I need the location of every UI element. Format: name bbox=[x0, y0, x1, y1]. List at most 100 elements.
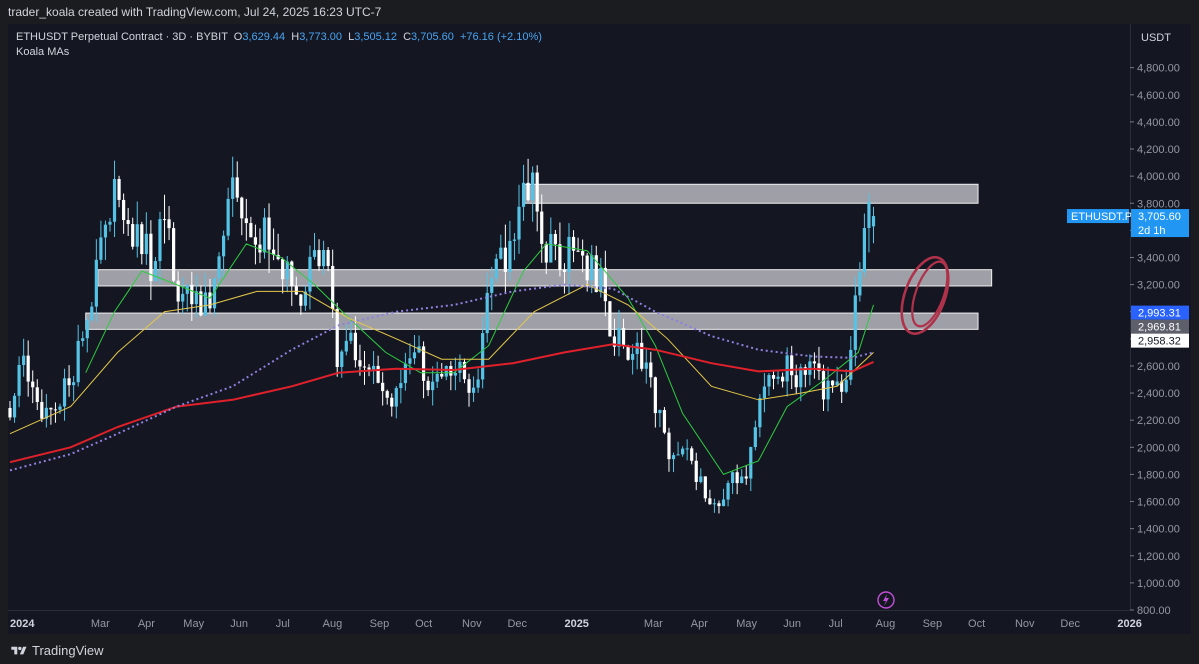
candle[interactable] bbox=[558, 222, 562, 277]
candle[interactable] bbox=[176, 271, 180, 313]
annotation-circle[interactable] bbox=[893, 251, 958, 340]
candle[interactable] bbox=[830, 380, 835, 393]
candle[interactable] bbox=[817, 346, 821, 381]
candle[interactable] bbox=[94, 239, 98, 323]
candle[interactable] bbox=[576, 237, 580, 253]
candle[interactable] bbox=[790, 345, 794, 390]
symbol-tag[interactable]: ETHUSDT.P bbox=[1071, 211, 1132, 223]
candle[interactable] bbox=[312, 233, 317, 260]
candle[interactable] bbox=[744, 464, 748, 485]
candle[interactable] bbox=[362, 350, 367, 385]
candle[interactable] bbox=[17, 356, 21, 408]
zone-rect-0[interactable] bbox=[523, 183, 979, 204]
candle[interactable] bbox=[712, 498, 717, 513]
lightning-icon-ring[interactable] bbox=[877, 591, 895, 609]
candle[interactable] bbox=[126, 207, 130, 237]
candle[interactable] bbox=[40, 389, 44, 423]
candle[interactable] bbox=[390, 393, 394, 417]
candle[interactable] bbox=[140, 221, 144, 265]
candle[interactable] bbox=[426, 376, 430, 397]
candle[interactable] bbox=[144, 212, 148, 265]
legend-symbol[interactable]: ETHUSDT Perpetual Contract · 3D · BYBIT bbox=[16, 31, 228, 43]
candle[interactable] bbox=[676, 441, 680, 456]
candle[interactable] bbox=[649, 351, 653, 388]
candle[interactable] bbox=[99, 220, 103, 264]
candle[interactable] bbox=[131, 217, 135, 250]
candle[interactable] bbox=[626, 344, 630, 361]
candle[interactable] bbox=[226, 187, 230, 241]
candle[interactable] bbox=[526, 158, 530, 202]
candle[interactable] bbox=[612, 318, 617, 356]
candle[interactable] bbox=[412, 335, 417, 365]
candle[interactable] bbox=[467, 373, 471, 407]
candle[interactable] bbox=[621, 318, 626, 349]
candle[interactable] bbox=[449, 361, 453, 391]
candle[interactable] bbox=[503, 224, 507, 295]
candle[interactable] bbox=[440, 363, 444, 379]
candle[interactable] bbox=[631, 344, 635, 375]
candle[interactable] bbox=[840, 374, 844, 404]
candle[interactable] bbox=[521, 164, 526, 221]
candle[interactable] bbox=[403, 352, 407, 391]
candle[interactable] bbox=[658, 409, 662, 428]
price-axis-unit[interactable]: USDT bbox=[1141, 32, 1171, 44]
candle[interactable] bbox=[317, 239, 321, 271]
candle[interactable] bbox=[726, 480, 730, 507]
candle[interactable] bbox=[158, 211, 162, 284]
candle[interactable] bbox=[231, 156, 235, 217]
candle[interactable] bbox=[453, 357, 457, 391]
candle[interactable] bbox=[762, 373, 767, 413]
candle[interactable] bbox=[462, 358, 467, 384]
candle[interactable] bbox=[26, 340, 30, 397]
candle[interactable] bbox=[22, 338, 26, 377]
candle[interactable] bbox=[721, 488, 726, 507]
plot-area[interactable] bbox=[8, 156, 993, 514]
candle[interactable] bbox=[708, 489, 712, 505]
candle[interactable] bbox=[72, 375, 76, 402]
last-price-tag[interactable]: 3,705.60 bbox=[1138, 211, 1181, 223]
candle[interactable] bbox=[62, 368, 67, 421]
candle[interactable] bbox=[717, 500, 721, 514]
candle[interactable] bbox=[44, 393, 48, 428]
candle[interactable] bbox=[562, 263, 567, 294]
candle[interactable] bbox=[385, 389, 389, 405]
candle[interactable] bbox=[253, 224, 258, 265]
candle[interactable] bbox=[862, 213, 867, 277]
candle[interactable] bbox=[135, 201, 139, 258]
candle[interactable] bbox=[853, 276, 857, 367]
candle[interactable] bbox=[208, 278, 212, 313]
candle[interactable] bbox=[267, 203, 271, 274]
candle[interactable] bbox=[821, 364, 826, 412]
candle[interactable] bbox=[690, 446, 694, 465]
candle[interactable] bbox=[471, 376, 476, 402]
candle[interactable] bbox=[703, 476, 707, 502]
candle[interactable] bbox=[181, 277, 185, 314]
candle[interactable] bbox=[335, 302, 339, 377]
candle[interactable] bbox=[149, 220, 153, 301]
candle[interactable] bbox=[594, 245, 598, 293]
candle[interactable] bbox=[299, 293, 303, 315]
candle[interactable] bbox=[694, 452, 698, 491]
candle[interactable] bbox=[371, 351, 376, 385]
zone-rect-2[interactable] bbox=[85, 312, 979, 330]
candle[interactable] bbox=[49, 407, 53, 425]
candle[interactable] bbox=[194, 274, 198, 318]
candle[interactable] bbox=[771, 371, 776, 390]
candle[interactable] bbox=[662, 407, 667, 435]
candle[interactable] bbox=[671, 452, 676, 473]
candle[interactable] bbox=[653, 376, 657, 428]
candle[interactable] bbox=[258, 228, 262, 264]
candle[interactable] bbox=[499, 234, 503, 260]
candle[interactable] bbox=[244, 198, 248, 241]
candle[interactable] bbox=[590, 245, 594, 294]
candle[interactable] bbox=[635, 332, 639, 370]
candle[interactable] bbox=[644, 348, 648, 384]
candle[interactable] bbox=[162, 194, 167, 244]
candle[interactable] bbox=[476, 368, 480, 393]
candle[interactable] bbox=[190, 271, 194, 321]
candle[interactable] bbox=[485, 272, 489, 343]
candle[interactable] bbox=[681, 446, 685, 457]
candle[interactable] bbox=[108, 217, 112, 232]
candle[interactable] bbox=[381, 372, 385, 406]
candle[interactable] bbox=[290, 260, 294, 306]
